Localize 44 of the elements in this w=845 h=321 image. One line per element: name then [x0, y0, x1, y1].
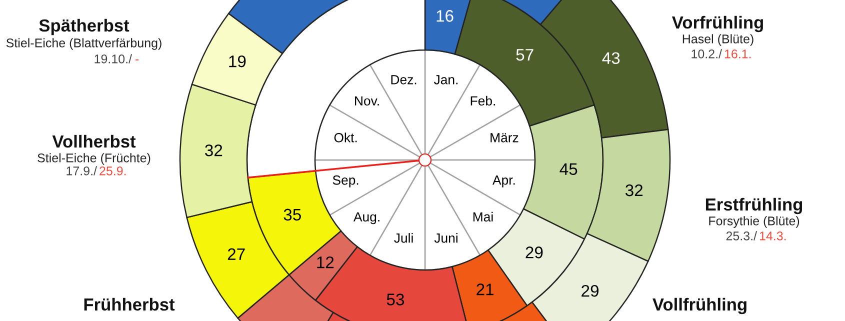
text: Aug. — [353, 212, 380, 224]
data-label: 32 — [625, 184, 643, 196]
text: - — [136, 59, 139, 60]
data-label: 35 — [284, 208, 301, 221]
text: 16.1. — [724, 50, 751, 58]
text: Mai — [473, 212, 493, 222]
data-label: 27 — [228, 248, 245, 260]
data-label: 19 — [229, 55, 246, 68]
text: Erstfrühling — [706, 198, 802, 214]
data-label: 43 — [602, 52, 620, 64]
data-label: 53 — [386, 294, 404, 306]
data-label: 21 — [476, 284, 494, 296]
text: Sep. — [332, 175, 358, 188]
text: 19.10./ — [94, 54, 132, 64]
text: 14.3. — [760, 232, 786, 240]
text: Stiel-Eiche (Früchte) — [38, 153, 150, 165]
text: Vorfrühling — [672, 16, 763, 32]
text: Okt. — [334, 132, 357, 142]
text: Apr. — [492, 176, 515, 188]
text: 25.3./ — [726, 231, 758, 240]
text: Vollfrühling — [652, 298, 746, 314]
text: 10.2./ — [692, 49, 722, 58]
text: Feb. — [470, 96, 495, 106]
text: März — [490, 133, 518, 142]
data-label: 29 — [582, 284, 599, 297]
data-label: 16 — [436, 10, 454, 22]
text: Juli — [394, 233, 413, 243]
data-label: 29 — [526, 246, 543, 258]
text: Dez. — [391, 75, 416, 84]
text: Hasel (Blüte) — [682, 34, 754, 46]
text: 17.9./ — [66, 166, 98, 176]
text: 25.9. — [100, 166, 126, 176]
text: Frühherbst — [84, 298, 175, 311]
text: Spätherbst — [39, 18, 130, 36]
text: Jan. — [434, 75, 458, 84]
data-label: 57 — [516, 49, 534, 61]
text: Nov. — [355, 96, 379, 106]
text: Stiel-Eiche (Blattverfärbung) — [6, 38, 162, 50]
data-label: 32 — [205, 144, 222, 156]
text: Juni — [434, 233, 458, 243]
text: Vollherbst — [52, 134, 136, 148]
data-label: 12 — [317, 256, 334, 268]
data-label: 45 — [560, 163, 578, 175]
text: Forsythie (Blüte) — [709, 216, 800, 228]
